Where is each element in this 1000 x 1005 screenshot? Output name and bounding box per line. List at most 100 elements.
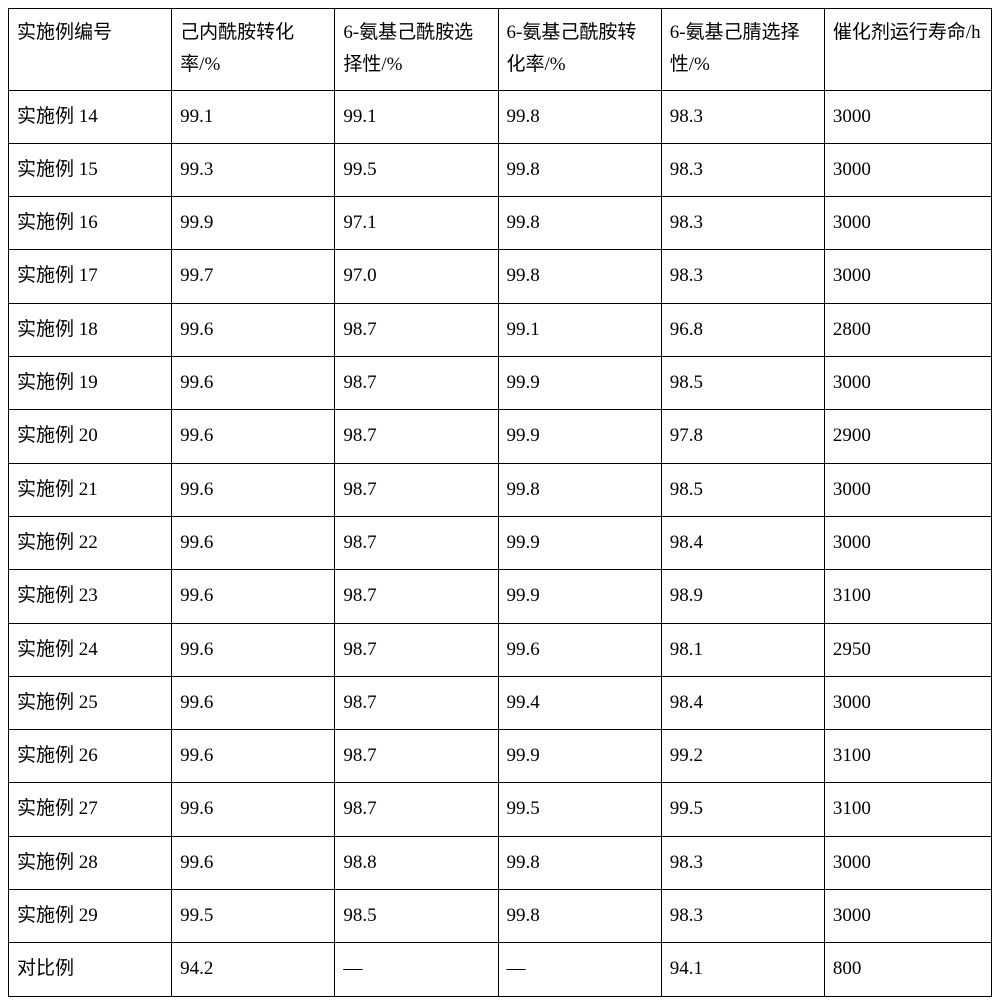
table-cell: 3000 — [824, 143, 991, 196]
table-cell: 94.1 — [661, 943, 824, 996]
table-cell: 98.3 — [661, 836, 824, 889]
table-cell: 98.3 — [661, 250, 824, 303]
table-cell: 2800 — [824, 303, 991, 356]
table-cell: 99.2 — [661, 730, 824, 783]
table-cell: 98.7 — [335, 570, 498, 623]
table-cell: 实施例 23 — [9, 570, 172, 623]
table-cell: 99.8 — [498, 836, 661, 889]
table-cell: 99.3 — [172, 143, 335, 196]
table-cell: 3000 — [824, 890, 991, 943]
table-cell: 3000 — [824, 250, 991, 303]
table-cell: 98.5 — [335, 890, 498, 943]
table-row: 实施例 1699.997.199.898.33000 — [9, 197, 992, 250]
table-cell: 99.9 — [172, 197, 335, 250]
table-row: 实施例 2899.698.899.898.33000 — [9, 836, 992, 889]
table-cell: 实施例 19 — [9, 357, 172, 410]
table-header-cell: 6-氨基己酰胺转化率/% — [498, 9, 661, 91]
table-cell: 99.9 — [498, 730, 661, 783]
table-cell: 99.1 — [335, 90, 498, 143]
table-cell: 99.9 — [498, 516, 661, 569]
table-row: 实施例 2399.698.799.998.93100 — [9, 570, 992, 623]
table-cell: 3000 — [824, 836, 991, 889]
table-cell: 99.6 — [172, 783, 335, 836]
table-cell: 99.6 — [172, 730, 335, 783]
table-cell: 实施例 28 — [9, 836, 172, 889]
table-cell: 3000 — [824, 463, 991, 516]
table-row: 实施例 2599.698.799.498.43000 — [9, 676, 992, 729]
table-cell: 98.9 — [661, 570, 824, 623]
table-cell: 实施例 22 — [9, 516, 172, 569]
table-row: 实施例 2299.698.799.998.43000 — [9, 516, 992, 569]
table-header-row: 实施例编号己内酰胺转化率/%6-氨基己酰胺选择性/%6-氨基己酰胺转化率/%6-… — [9, 9, 992, 91]
table-cell: 99.6 — [172, 676, 335, 729]
table-cell: 98.1 — [661, 623, 824, 676]
table-cell: 3000 — [824, 357, 991, 410]
table-cell: 99.5 — [172, 890, 335, 943]
table-cell: 实施例 25 — [9, 676, 172, 729]
table-header-cell: 实施例编号 — [9, 9, 172, 91]
table-cell: 99.9 — [498, 410, 661, 463]
table-row: 实施例 1599.399.599.898.33000 — [9, 143, 992, 196]
table-row: 实施例 2699.698.799.999.23100 — [9, 730, 992, 783]
table-cell: 3000 — [824, 676, 991, 729]
table-cell: 99.8 — [498, 463, 661, 516]
table-row: 实施例 1999.698.799.998.53000 — [9, 357, 992, 410]
table-cell: 对比例 — [9, 943, 172, 996]
table-cell: 99.6 — [172, 836, 335, 889]
table-container: 实施例编号己内酰胺转化率/%6-氨基己酰胺选择性/%6-氨基己酰胺转化率/%6-… — [0, 0, 1000, 1005]
table-cell: — — [335, 943, 498, 996]
table-header-cell: 己内酰胺转化率/% — [172, 9, 335, 91]
table-cell: 99.7 — [172, 250, 335, 303]
table-cell: 99.9 — [498, 570, 661, 623]
table-cell: 99.8 — [498, 143, 661, 196]
table-cell: — — [498, 943, 661, 996]
table-cell: 98.3 — [661, 143, 824, 196]
table-cell: 99.6 — [172, 570, 335, 623]
table-cell: 2950 — [824, 623, 991, 676]
table-row: 对比例94.2——94.1800 — [9, 943, 992, 996]
table-row: 实施例 1899.698.799.196.82800 — [9, 303, 992, 356]
table-cell: 98.7 — [335, 410, 498, 463]
table-cell: 实施例 14 — [9, 90, 172, 143]
table-cell: 实施例 15 — [9, 143, 172, 196]
table-cell: 98.5 — [661, 357, 824, 410]
table-row: 实施例 1499.199.199.898.33000 — [9, 90, 992, 143]
data-table: 实施例编号己内酰胺转化率/%6-氨基己酰胺选择性/%6-氨基己酰胺转化率/%6-… — [8, 8, 992, 997]
table-cell: 实施例 27 — [9, 783, 172, 836]
table-cell: 3100 — [824, 730, 991, 783]
table-cell: 98.4 — [661, 516, 824, 569]
table-cell: 96.8 — [661, 303, 824, 356]
table-cell: 99.9 — [498, 357, 661, 410]
table-cell: 99.8 — [498, 250, 661, 303]
table-cell: 99.6 — [172, 357, 335, 410]
table-cell: 98.3 — [661, 90, 824, 143]
table-cell: 实施例 20 — [9, 410, 172, 463]
table-cell: 99.6 — [172, 516, 335, 569]
table-cell: 3100 — [824, 570, 991, 623]
table-row: 实施例 1799.797.099.898.33000 — [9, 250, 992, 303]
table-cell: 98.7 — [335, 463, 498, 516]
table-cell: 98.7 — [335, 783, 498, 836]
table-cell: 99.4 — [498, 676, 661, 729]
table-cell: 实施例 18 — [9, 303, 172, 356]
table-cell: 99.5 — [661, 783, 824, 836]
table-cell: 98.8 — [335, 836, 498, 889]
table-cell: 98.7 — [335, 303, 498, 356]
table-cell: 98.7 — [335, 676, 498, 729]
table-cell: 99.8 — [498, 90, 661, 143]
table-cell: 99.1 — [498, 303, 661, 356]
table-header-cell: 6-氨基己酰胺选择性/% — [335, 9, 498, 91]
table-cell: 99.6 — [172, 410, 335, 463]
table-cell: 实施例 24 — [9, 623, 172, 676]
table-cell: 99.5 — [335, 143, 498, 196]
table-cell: 99.6 — [172, 623, 335, 676]
table-cell: 实施例 21 — [9, 463, 172, 516]
table-cell: 3000 — [824, 197, 991, 250]
table-cell: 99.6 — [172, 303, 335, 356]
table-cell: 实施例 16 — [9, 197, 172, 250]
table-cell: 94.2 — [172, 943, 335, 996]
table-cell: 97.1 — [335, 197, 498, 250]
table-cell: 3000 — [824, 516, 991, 569]
table-cell: 98.7 — [335, 730, 498, 783]
table-cell: 99.6 — [172, 463, 335, 516]
